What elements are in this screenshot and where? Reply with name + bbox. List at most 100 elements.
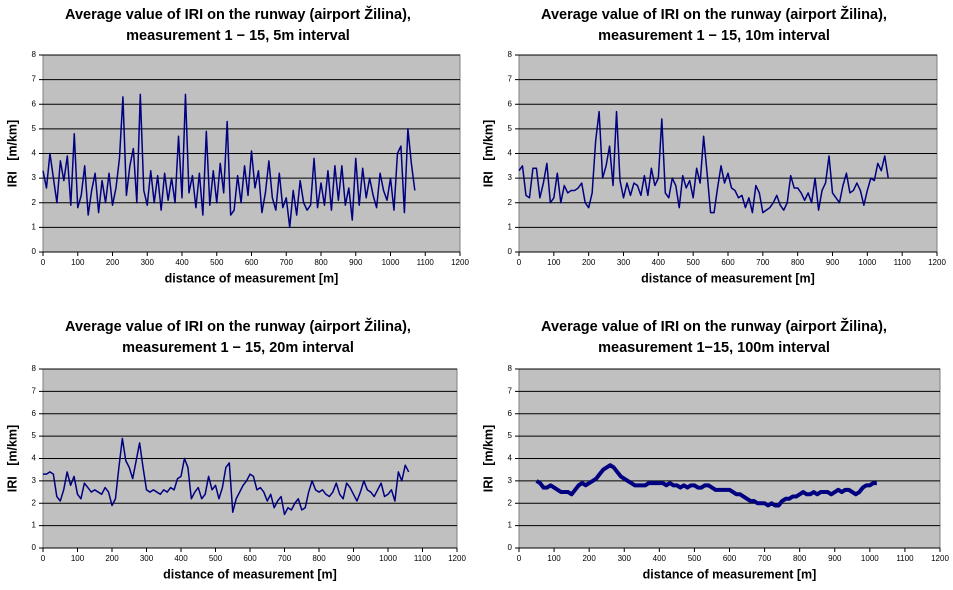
y-tick-label: 8: [32, 50, 37, 59]
y-tick-label: 2: [32, 198, 37, 207]
chart-title: measurement 1 − 15, 5m interval: [126, 28, 350, 44]
y-tick-label: 5: [508, 431, 513, 440]
y-axis-label: IRI [m/km]: [5, 120, 19, 187]
x-tick-label: 1000: [858, 258, 876, 267]
y-tick-label: 0: [508, 543, 513, 552]
data-line: [535, 463, 877, 508]
x-tick-label: 900: [349, 258, 363, 267]
x-tick-label: 300: [140, 554, 154, 563]
y-tick-label: 4: [508, 454, 513, 463]
x-tick-label: 1100: [896, 554, 914, 563]
y-tick-label: 6: [32, 409, 37, 418]
y-tick-label: 2: [508, 498, 513, 507]
x-tick-label: 700: [278, 554, 292, 563]
y-axis-label: IRI [m/km]: [5, 425, 19, 492]
x-tick-label: 600: [243, 554, 257, 563]
x-tick-label: 0: [41, 554, 46, 563]
y-tick-label: 3: [508, 476, 513, 485]
x-tick-label: 400: [653, 554, 667, 563]
x-tick-label: 200: [105, 554, 119, 563]
y-tick-label: 3: [32, 476, 37, 485]
x-tick-label: 500: [210, 258, 224, 267]
x-tick-label: 100: [547, 258, 561, 267]
x-tick-label: 1200: [931, 554, 949, 563]
y-tick-label: 7: [508, 75, 513, 84]
chart-title: measurement 1−15, 100m interval: [598, 340, 830, 356]
y-tick-label: 8: [508, 364, 513, 373]
x-tick-label: 400: [174, 554, 188, 563]
x-tick-label: 700: [756, 258, 770, 267]
y-tick-label: 5: [508, 124, 513, 133]
y-tick-label: 3: [508, 173, 513, 182]
x-tick-label: 400: [652, 258, 666, 267]
y-tick-label: 4: [32, 149, 37, 158]
x-tick-label: 1200: [448, 554, 466, 563]
x-tick-label: 400: [175, 258, 189, 267]
x-tick-label: 800: [791, 258, 805, 267]
y-axis-label: IRI [m/km]: [481, 425, 495, 492]
chart-title: Average value of IRI on the runway (airp…: [541, 317, 887, 335]
x-axis-label: distance of measurement [m]: [165, 271, 339, 285]
y-tick-label: 5: [32, 124, 37, 133]
y-tick-label: 6: [32, 99, 37, 108]
x-tick-label: 1000: [379, 554, 397, 563]
x-axis-label: distance of measurement [m]: [643, 567, 817, 581]
x-tick-label: 1100: [417, 258, 435, 267]
y-tick-label: 2: [508, 198, 513, 207]
y-tick-label: 5: [32, 431, 37, 440]
x-tick-label: 800: [312, 554, 326, 563]
x-tick-label: 500: [688, 554, 702, 563]
y-tick-label: 8: [508, 50, 513, 59]
x-tick-label: 800: [314, 258, 328, 267]
y-tick-label: 4: [32, 454, 37, 463]
x-tick-label: 100: [71, 554, 85, 563]
x-tick-label: 800: [793, 554, 807, 563]
y-tick-label: 1: [508, 521, 513, 530]
y-axis-label: IRI [m/km]: [481, 120, 495, 187]
x-tick-label: 200: [106, 258, 120, 267]
y-tick-label: 0: [32, 247, 37, 256]
x-tick-label: 700: [758, 554, 772, 563]
x-tick-label: 1100: [894, 258, 912, 267]
x-tick-label: 500: [209, 554, 223, 563]
y-tick-label: 4: [508, 149, 513, 158]
data-line: [42, 93, 416, 229]
x-tick-label: 0: [517, 554, 522, 563]
chart-title: Average value of IRI on the runway (airp…: [65, 5, 411, 23]
y-tick-label: 6: [508, 409, 513, 418]
chart-title: Average value of IRI on the runway (airp…: [65, 317, 411, 335]
x-tick-label: 900: [347, 554, 361, 563]
x-tick-label: 700: [280, 258, 294, 267]
x-tick-label: 600: [721, 258, 735, 267]
x-tick-label: 600: [723, 554, 737, 563]
data-line: [43, 437, 410, 516]
y-tick-label: 7: [508, 386, 513, 395]
y-tick-label: 8: [32, 364, 37, 373]
x-tick-label: 0: [41, 258, 46, 267]
x-tick-label: 100: [547, 554, 561, 563]
y-tick-label: 2: [32, 498, 37, 507]
x-tick-label: 200: [582, 258, 596, 267]
x-tick-label: 1000: [861, 554, 879, 563]
y-tick-label: 1: [32, 222, 37, 231]
x-axis-label: distance of measurement [m]: [641, 271, 815, 285]
y-tick-label: 7: [32, 75, 37, 84]
data-line: [518, 110, 889, 214]
x-axis-label: distance of measurement [m]: [163, 567, 337, 581]
x-tick-label: 900: [826, 258, 840, 267]
x-tick-label: 1200: [451, 258, 469, 267]
x-tick-label: 1200: [928, 258, 946, 267]
y-tick-label: 7: [32, 386, 37, 395]
x-tick-label: 300: [618, 554, 632, 563]
x-tick-label: 300: [141, 258, 155, 267]
x-tick-label: 0: [517, 258, 522, 267]
x-tick-label: 100: [71, 258, 85, 267]
chart-title: measurement 1 − 15, 10m interval: [598, 28, 830, 44]
x-tick-label: 500: [686, 258, 700, 267]
x-tick-label: 300: [617, 258, 631, 267]
x-tick-label: 1100: [414, 554, 432, 563]
y-tick-label: 1: [32, 521, 37, 530]
x-tick-label: 900: [828, 554, 842, 563]
x-tick-label: 600: [245, 258, 259, 267]
